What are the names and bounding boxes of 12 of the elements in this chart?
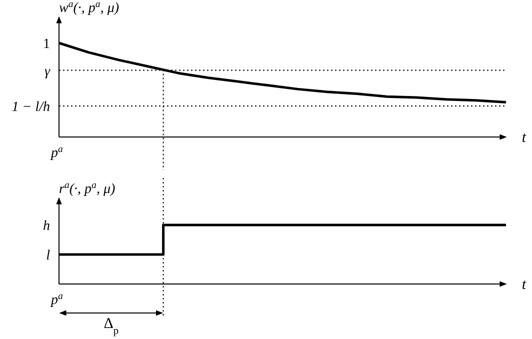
text: l [46,248,50,264]
y-axis-title: r$^{a}$(·, p$^{a}$, μ) [59,180,116,197]
text: p$^{a}$ [50,144,64,161]
x-axis-title: t [522,130,527,146]
text: Δ$_{p}$ [104,316,119,336]
x-axis-title: t [522,277,527,293]
ref-line-label: γ [44,64,50,80]
y-axis-title: w$^{a}$(·, p$^{a}$, μ) [59,0,120,16]
text: p$^{a}$ [50,290,64,308]
text: 1 [43,37,50,52]
ref-line-label: 1 − l/h [12,100,50,115]
text: h [43,219,50,234]
